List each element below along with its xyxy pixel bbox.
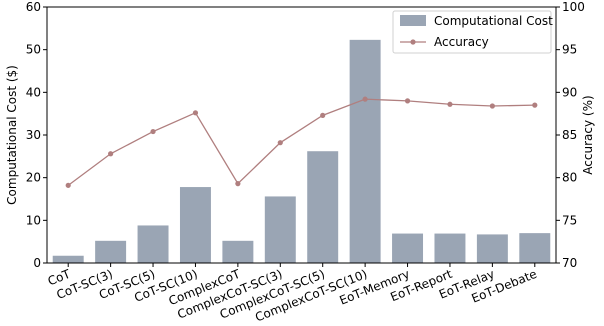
accuracy-point (192, 110, 199, 116)
bar-cost (434, 233, 466, 263)
y2-axis-title: Accuracy (%) (581, 95, 595, 174)
bar-cost (392, 233, 424, 263)
right-tick-label: 100 (562, 0, 585, 14)
accuracy-point (150, 128, 156, 135)
left-tick-label: 10 (26, 213, 41, 227)
right-tick-label: 90 (562, 85, 577, 99)
right-tick-label: 75 (562, 213, 577, 227)
bar-cost (349, 39, 381, 263)
accuracy-point (108, 151, 114, 157)
bar-cost (222, 240, 254, 263)
left-tick-label: 50 (26, 43, 41, 57)
right-tick-label: 85 (562, 128, 577, 142)
accuracy-point (447, 101, 453, 107)
legend-label-cost: Computational Cost (434, 14, 553, 28)
accuracy-point (320, 112, 326, 118)
y-axis-title: Computational Cost ($) (5, 65, 19, 205)
right-tick-label: 95 (562, 43, 577, 57)
accuracy-point (235, 181, 241, 187)
accuracy-point (277, 140, 283, 146)
bar-cost (307, 151, 339, 263)
right-tick-label: 70 (562, 256, 577, 270)
accuracy-point (532, 102, 538, 108)
legend-swatch-accuracy-point (410, 39, 416, 45)
legend-box (392, 10, 552, 54)
accuracy-point (362, 96, 368, 102)
left-tick-label: 20 (26, 171, 41, 185)
left-tick-label: 40 (26, 85, 41, 99)
bar-cost (264, 196, 296, 263)
bar-cost (519, 233, 551, 263)
bar-cost (179, 187, 211, 263)
accuracy-point (65, 182, 71, 188)
legend-label-accuracy: Accuracy (434, 35, 489, 49)
bar-cost (95, 240, 127, 263)
legend-swatch-cost (400, 15, 426, 26)
accuracy-point (404, 98, 411, 104)
left-tick-label: 0 (33, 256, 41, 270)
left-tick-label: 60 (26, 0, 41, 14)
accuracy-point (489, 103, 495, 109)
accuracy-line (67, 98, 535, 186)
right-tick-label: 80 (562, 171, 577, 185)
left-tick-label: 30 (26, 128, 41, 142)
bar-cost (137, 225, 169, 263)
bar-cost (52, 255, 84, 263)
bar-cost (476, 234, 508, 263)
